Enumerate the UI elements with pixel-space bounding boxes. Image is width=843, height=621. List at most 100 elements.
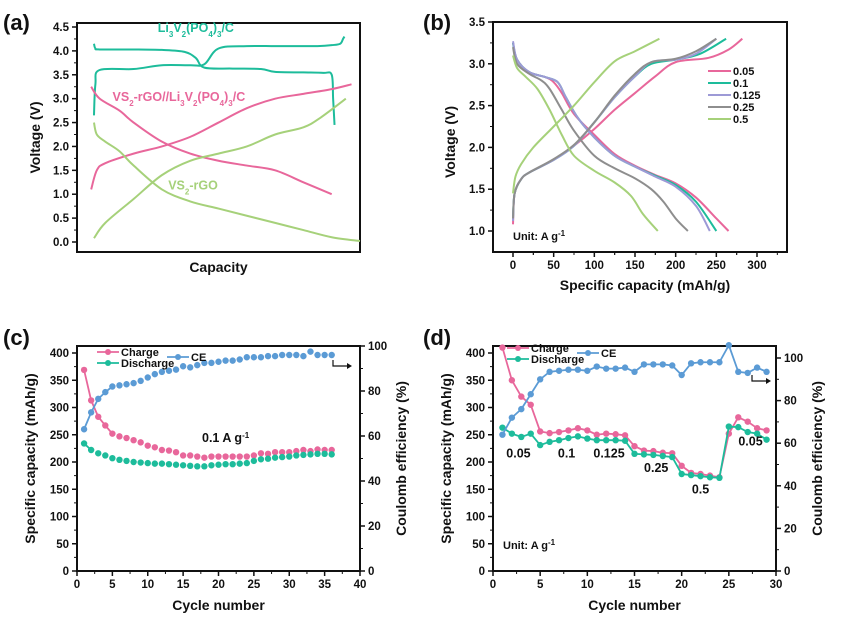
data-point-charge [603,430,610,437]
data-point-ce [250,354,258,361]
x-tick-label: 25 [247,579,260,591]
y-tick-label: 0 [479,566,485,578]
data-point-discharge [116,456,123,464]
unit-annotation: Unit: A g-1 [513,229,566,244]
series-line-charge [501,347,767,479]
legend-label: 0.5 [733,114,748,126]
data-point-ce [546,368,553,376]
data-point-discharge [137,459,144,466]
legend-label: Charge [531,343,569,355]
x-tick-label: 15 [628,579,641,591]
data-point-ce [229,357,236,364]
data-point-discharge [102,452,109,459]
data-point-charge [518,393,525,400]
y-axis-title: Specific capacity (mAh/g) [438,373,454,543]
right-axis-arrowhead-icon [766,378,771,384]
y-right-tick-label: 80 [368,386,381,398]
data-point-charge [555,428,563,436]
data-point-discharge [763,436,770,443]
data-point-charge [499,344,506,351]
legend-marker [515,345,521,351]
data-point-discharge [278,453,286,461]
y-tick-label: 2.0 [469,142,485,154]
data-point-ce [328,351,335,359]
y-tick-label: 1.5 [53,165,70,177]
x-tick-label: 0 [490,579,496,591]
data-point-charge [236,453,243,460]
data-point-ce [264,352,272,360]
x-tick-label: 5 [537,579,544,591]
data-point-discharge [286,453,293,460]
data-point-ce [593,363,600,370]
data-point-ce [187,364,194,371]
data-point-charge [187,452,194,459]
x-tick-label: 5 [109,579,116,591]
x-tick-label: 40 [354,579,367,591]
data-point-discharge [187,462,194,470]
data-point-charge [215,453,222,460]
data-point-discharge [130,458,137,466]
data-point-charge [116,433,123,440]
y-tick-label: 300 [466,403,485,415]
data-point-ce [603,365,610,372]
data-point-discharge [158,460,166,467]
x-tick-label: 35 [318,579,331,591]
series-line-charge [512,37,717,219]
data-point-ce [201,359,208,367]
data-point-ce [116,382,123,389]
data-point-discharge [87,446,95,454]
legend-label: Discharge [121,358,174,370]
data-point-ce [565,366,572,373]
data-point-charge [574,425,582,432]
data-point-ce [716,359,723,366]
data-point-discharge [314,450,321,458]
data-point-ce [179,363,187,370]
legend-label: 0.1 [733,78,748,90]
data-point-discharge [536,441,544,449]
data-point-discharge [179,462,187,469]
data-point-ce [109,383,116,390]
x-tick-label: 150 [625,260,644,272]
right-axis-arrow-icon [332,360,347,367]
data-point-discharge [328,451,335,458]
data-point-ce [735,368,742,376]
data-point-charge [508,377,516,384]
data-point-ce [151,370,159,378]
rate-label: 0.05 [738,435,762,449]
data-point-discharge [697,472,704,480]
series-annotation: Li3V2(PO4)3/C [158,21,234,39]
x-tick-label: 20 [212,579,225,591]
data-point-discharge [264,455,272,462]
data-point-charge [631,442,638,450]
panel-label-b: (b) [423,10,451,35]
x-tick-label: 0 [74,579,80,591]
y-right-tick-label: 0 [784,566,790,578]
data-point-discharge [735,423,742,431]
data-point-charge [763,427,770,434]
data-point-discharge [271,454,279,461]
data-point-ce [278,351,286,359]
data-point-discharge [95,450,102,457]
legend-label: CE [601,348,616,360]
y-right-tick-label: 100 [784,353,803,365]
x-tick-label: 10 [141,579,154,591]
panel-a-frame [76,22,361,253]
y-tick-label: 1.5 [469,184,486,196]
x-tick-label: 10 [581,579,594,591]
x-tick-label: 300 [747,260,766,272]
data-point-charge [621,432,629,439]
legend-marker [515,356,521,362]
data-point-discharge [300,451,307,459]
data-point-ce [123,381,130,388]
y-right-tick-label: 60 [368,431,381,443]
rate-label: 0.125 [593,447,624,461]
data-point-discharge [753,430,761,437]
x-axis-title: Cycle number [172,597,265,613]
data-point-ce [687,360,695,367]
data-point-discharge [293,452,300,459]
y-tick-label: 400 [50,348,69,360]
y-tick-label: 0 [63,566,69,578]
data-point-discharge [236,460,243,467]
y-tick-label: 100 [466,512,485,524]
